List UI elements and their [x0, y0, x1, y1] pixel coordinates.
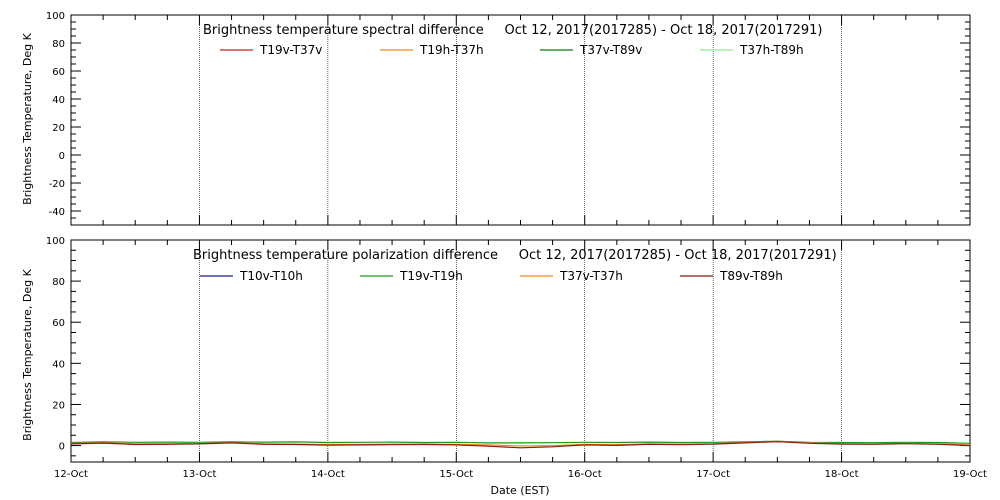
- polarization-x-tick-label: 16-Oct: [568, 469, 602, 480]
- spectral-plot-frame: [70, 14, 971, 226]
- polarization-difference-panel: Brightness temperature polarization diff…: [21, 236, 987, 497]
- polarization-y-tick-label: 60: [52, 318, 65, 329]
- spectral-y-tick-label: 0: [59, 151, 65, 162]
- polarization-y-tick-label: 80: [52, 277, 65, 288]
- polarization-series-line: [70, 440, 971, 449]
- spectral-difference-panel: Brightness temperature spectral differen…: [21, 11, 971, 226]
- spectral-y-axis-label: Brightness Temperature, Deg K: [21, 32, 34, 204]
- polarization-chart-title: Brightness temperature polarization diff…: [193, 248, 837, 263]
- polarization-legend-label: T37v-T37h: [559, 269, 623, 283]
- polarization-y-tick-label: 40: [52, 359, 65, 370]
- polarization-x-tick-label: 15-Oct: [439, 469, 473, 480]
- spectral-y-tick-label: 20: [52, 123, 65, 134]
- spectral-y-tick-label: -40: [49, 207, 65, 218]
- polarization-x-tick-label: 12-Oct: [54, 469, 88, 480]
- spectral-y-tick-label: 100: [46, 11, 65, 22]
- polarization-legend-label: T10v-T10h: [239, 269, 303, 283]
- polarization-x-tick-label: 18-Oct: [825, 469, 859, 480]
- spectral-y-tick-label: 40: [52, 95, 65, 106]
- polarization-x-tick-label: 13-Oct: [182, 469, 216, 480]
- polarization-x-tick-label: 14-Oct: [311, 469, 345, 480]
- spectral-legend-label: T37h-T89h: [739, 43, 804, 57]
- polarization-y-tick-label: 20: [52, 400, 65, 411]
- polarization-x-tick-label: 19-Oct: [953, 469, 987, 480]
- spectral-legend-label: T19h-T37h: [419, 43, 484, 57]
- x-axis-label: Date (EST): [490, 484, 549, 497]
- polarization-series-line: [70, 440, 971, 444]
- spectral-y-tick-label: 80: [52, 39, 65, 50]
- spectral-chart-title: Brightness temperature spectral differen…: [203, 23, 823, 38]
- spectral-legend-label: T19v-T37v: [259, 43, 322, 57]
- polarization-y-tick-label: 0: [59, 442, 65, 453]
- spectral-y-tick-label: 60: [52, 67, 65, 78]
- spectral-legend-label: T37v-T89v: [579, 43, 642, 57]
- polarization-x-tick-label: 17-Oct: [696, 469, 730, 480]
- polarization-y-tick-label: 100: [46, 236, 65, 247]
- polarization-plot-frame: [70, 239, 971, 463]
- polarization-legend-label: T19v-T19h: [399, 269, 463, 283]
- polarization-y-axis-label: Brightness Temperature, Deg K: [21, 268, 34, 440]
- polarization-legend-label: T89v-T89h: [719, 269, 783, 283]
- spectral-y-tick-label: -20: [49, 179, 65, 190]
